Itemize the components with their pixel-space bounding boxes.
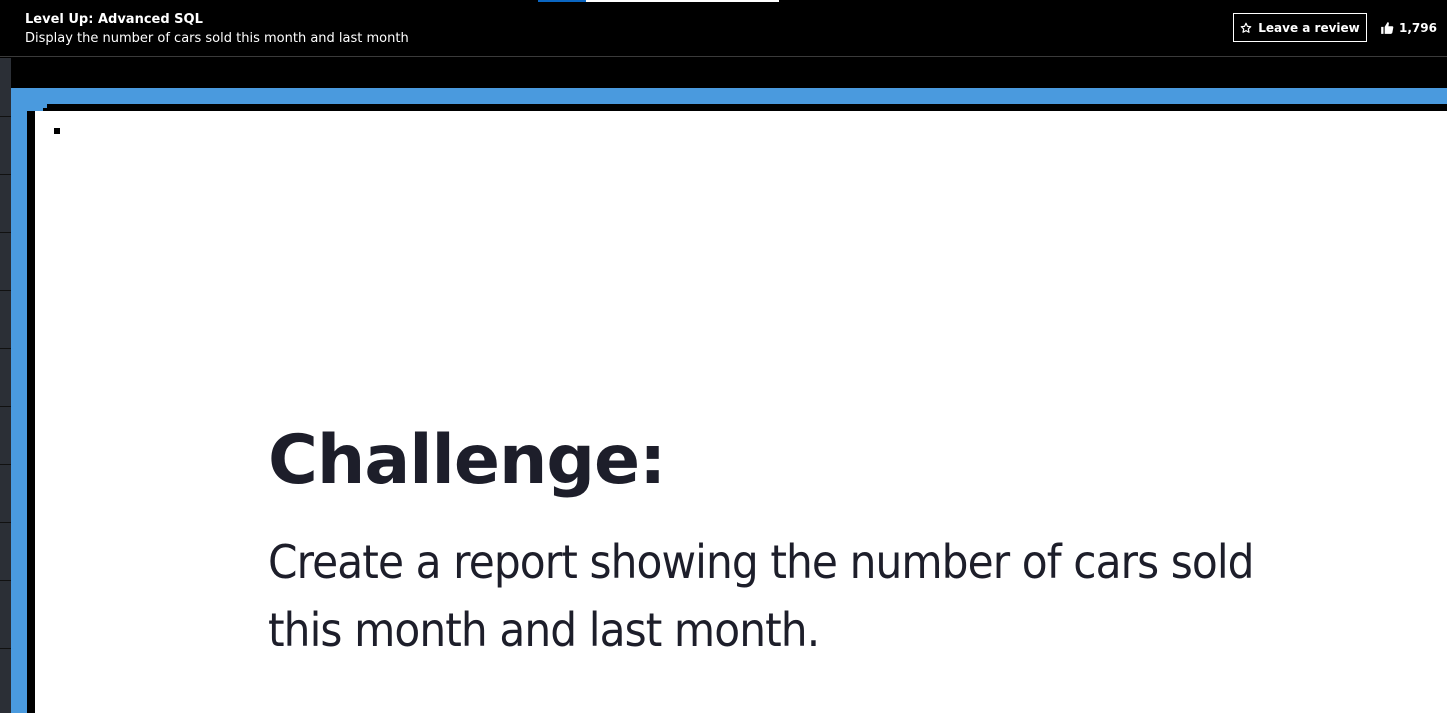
- slide-marker: [54, 128, 60, 134]
- slide-corner: [27, 104, 35, 111]
- leave-review-button[interactable]: Leave a review: [1233, 13, 1367, 42]
- slide-heading: Challenge:: [268, 421, 666, 500]
- like-count: 1,796: [1399, 21, 1437, 35]
- sidebar-divider: [0, 174, 11, 175]
- sidebar-divider: [0, 580, 11, 581]
- sidebar-edge: [0, 58, 11, 713]
- slide-corner: [35, 104, 43, 111]
- sidebar-divider: [0, 522, 11, 523]
- video-title: Display the number of cars sold this mon…: [25, 31, 409, 46]
- video-slide[interactable]: [35, 111, 1447, 713]
- sidebar-divider: [0, 406, 11, 407]
- thumbs-up-icon: [1380, 21, 1394, 35]
- sidebar-divider: [0, 464, 11, 465]
- video-progress-track[interactable]: [538, 0, 779, 2]
- video-progress-fill: [538, 0, 587, 2]
- like-button[interactable]: 1,796: [1380, 18, 1437, 38]
- star-outline-icon: [1240, 22, 1252, 34]
- slide-body-text: Create a report showing the number of ca…: [268, 535, 1255, 657]
- leave-review-label: Leave a review: [1258, 20, 1360, 35]
- slide-corner: [43, 104, 47, 108]
- sidebar-divider: [0, 290, 11, 291]
- sidebar-divider: [0, 116, 11, 117]
- video-header-bar: Level Up: Advanced SQL Display the numbe…: [0, 0, 1447, 57]
- sidebar-divider: [0, 232, 11, 233]
- sidebar-divider: [0, 648, 11, 649]
- sidebar-divider: [0, 348, 11, 349]
- course-title: Level Up: Advanced SQL: [25, 12, 203, 27]
